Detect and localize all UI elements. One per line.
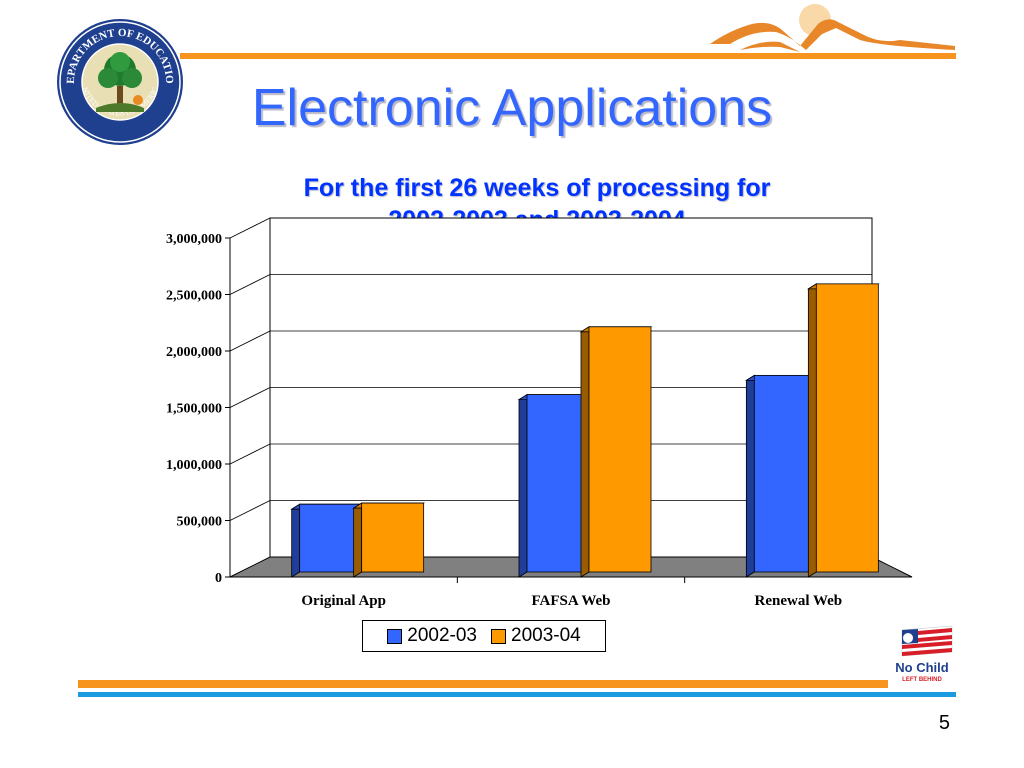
bottom-blue-bar: [78, 692, 956, 697]
nclb-line-1: No Child: [895, 660, 948, 675]
bar-2003-04-original-app: [361, 502, 425, 573]
x-tick-label: Renewal Web: [755, 593, 843, 609]
y-tick-label: 0: [215, 571, 222, 586]
bar-side: [353, 502, 363, 578]
chart-bars: [290, 283, 880, 578]
gridline-diagonal: [229, 274, 271, 295]
bar-side: [807, 283, 817, 578]
y-tick-label: 1,000,000: [166, 458, 222, 473]
nclb-line-2: LEFT BEHIND: [902, 677, 942, 683]
legend-label-2003-04: 2003-04: [511, 625, 581, 646]
y-tick-label: 2,500,000: [166, 289, 222, 304]
page-number: 5: [938, 712, 950, 734]
x-tick-label: FAFSA Web: [531, 593, 610, 609]
tree-icon: [96, 52, 144, 112]
bar-side: [580, 326, 590, 578]
bar-2003-04-renewal-web: [815, 283, 879, 573]
bar-side: [291, 503, 301, 578]
bar-2003-04-fafsa-web: [588, 326, 652, 573]
bar-2002-03-original-app: [299, 503, 363, 573]
mountain-logo-graphic: [710, 4, 955, 52]
y-tick-label: 1,500,000: [166, 402, 222, 417]
legend-item-2003-04: 2003-04: [491, 625, 581, 647]
bottom-orange-bar: [78, 680, 956, 688]
bar-side: [745, 374, 755, 578]
gridline-diagonal: [229, 217, 271, 239]
bar-2002-03-renewal-web: [753, 374, 817, 573]
y-tick-label: 500,000: [177, 515, 223, 530]
flag-icon: [901, 625, 953, 657]
chart-tick-labels: 0 500,000 1,000,000 1,500,000 2,000,000 2,500…: [166, 232, 842, 609]
bar-side: [518, 393, 528, 578]
slide-title: Electronic Applications: [251, 79, 773, 137]
gridline-diagonal: [229, 387, 271, 408]
legend-swatch-2002-03: [387, 628, 403, 644]
y-tick-label: 3,000,000: [166, 232, 222, 247]
no-child-left-behind-logo: No Child LEFT BEHIND: [888, 622, 956, 690]
x-tick-label: Original App: [301, 593, 386, 609]
y-tick-label: 2,000,000: [166, 345, 222, 360]
legend-label-2002-03: 2002-03: [407, 625, 477, 646]
subtitle-line-1: For the first 26 weeks of processing for: [303, 174, 771, 202]
top-orange-bar: [180, 53, 956, 59]
gridline-diagonal: [229, 500, 271, 521]
legend-swatch-2003-04: [491, 628, 506, 644]
gridline-diagonal: [229, 443, 271, 465]
bar-2002-03-fafsa-web: [526, 394, 590, 573]
chart-legend: 2002-03 2003-04: [362, 620, 606, 652]
gridline-diagonal: [229, 330, 271, 352]
legend-item-2002-03: 2002-03: [387, 625, 477, 647]
